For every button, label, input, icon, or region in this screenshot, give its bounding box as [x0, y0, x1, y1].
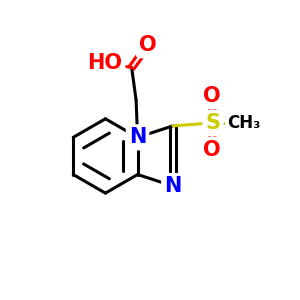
Text: O: O [203, 86, 220, 106]
Text: N: N [164, 176, 182, 196]
Text: HO: HO [87, 53, 122, 73]
Text: O: O [139, 35, 157, 55]
Text: N: N [129, 128, 146, 147]
Text: CH₃: CH₃ [228, 114, 261, 132]
Text: S: S [206, 113, 220, 133]
Text: O: O [203, 140, 220, 160]
